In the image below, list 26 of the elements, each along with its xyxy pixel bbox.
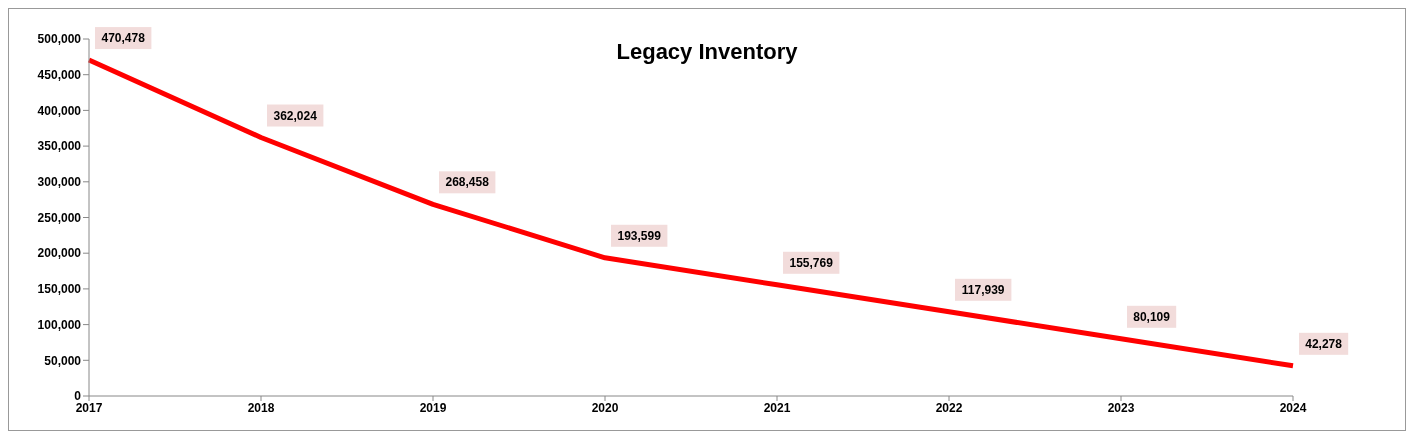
y-tick-label: 200,000 <box>37 246 82 261</box>
y-tick-label: 350,000 <box>37 139 82 154</box>
y-tick-label: 250,000 <box>37 210 82 225</box>
data-label: 80,109 <box>1133 309 1171 324</box>
y-tick-label: 300,000 <box>37 175 82 190</box>
y-tick-label: 50,000 <box>44 353 82 368</box>
y-tick-label: 100,000 <box>37 317 82 332</box>
data-label: 362,024 <box>273 108 318 123</box>
x-tick-label: 2022 <box>935 400 963 415</box>
data-label: 155,769 <box>789 255 834 270</box>
y-tick-label: 450,000 <box>37 67 82 82</box>
data-label: 42,278 <box>1305 336 1343 351</box>
chart-title: Legacy Inventory <box>616 39 798 64</box>
y-tick-label: 150,000 <box>37 282 82 297</box>
data-label: 268,458 <box>445 175 490 190</box>
x-tick-label: 2019 <box>419 400 447 415</box>
data-label: 193,599 <box>617 228 662 243</box>
x-tick-label: 2021 <box>763 400 791 415</box>
y-tick-label: 500,000 <box>37 32 82 47</box>
x-tick-label: 2020 <box>591 400 619 415</box>
x-tick-label: 2018 <box>247 400 275 415</box>
x-tick-label: 2024 <box>1279 400 1307 415</box>
data-label: 117,939 <box>961 282 1005 297</box>
x-tick-label: 2023 <box>1107 400 1135 415</box>
data-label: 470,478 <box>101 31 146 46</box>
y-tick-label: 400,000 <box>37 103 82 118</box>
